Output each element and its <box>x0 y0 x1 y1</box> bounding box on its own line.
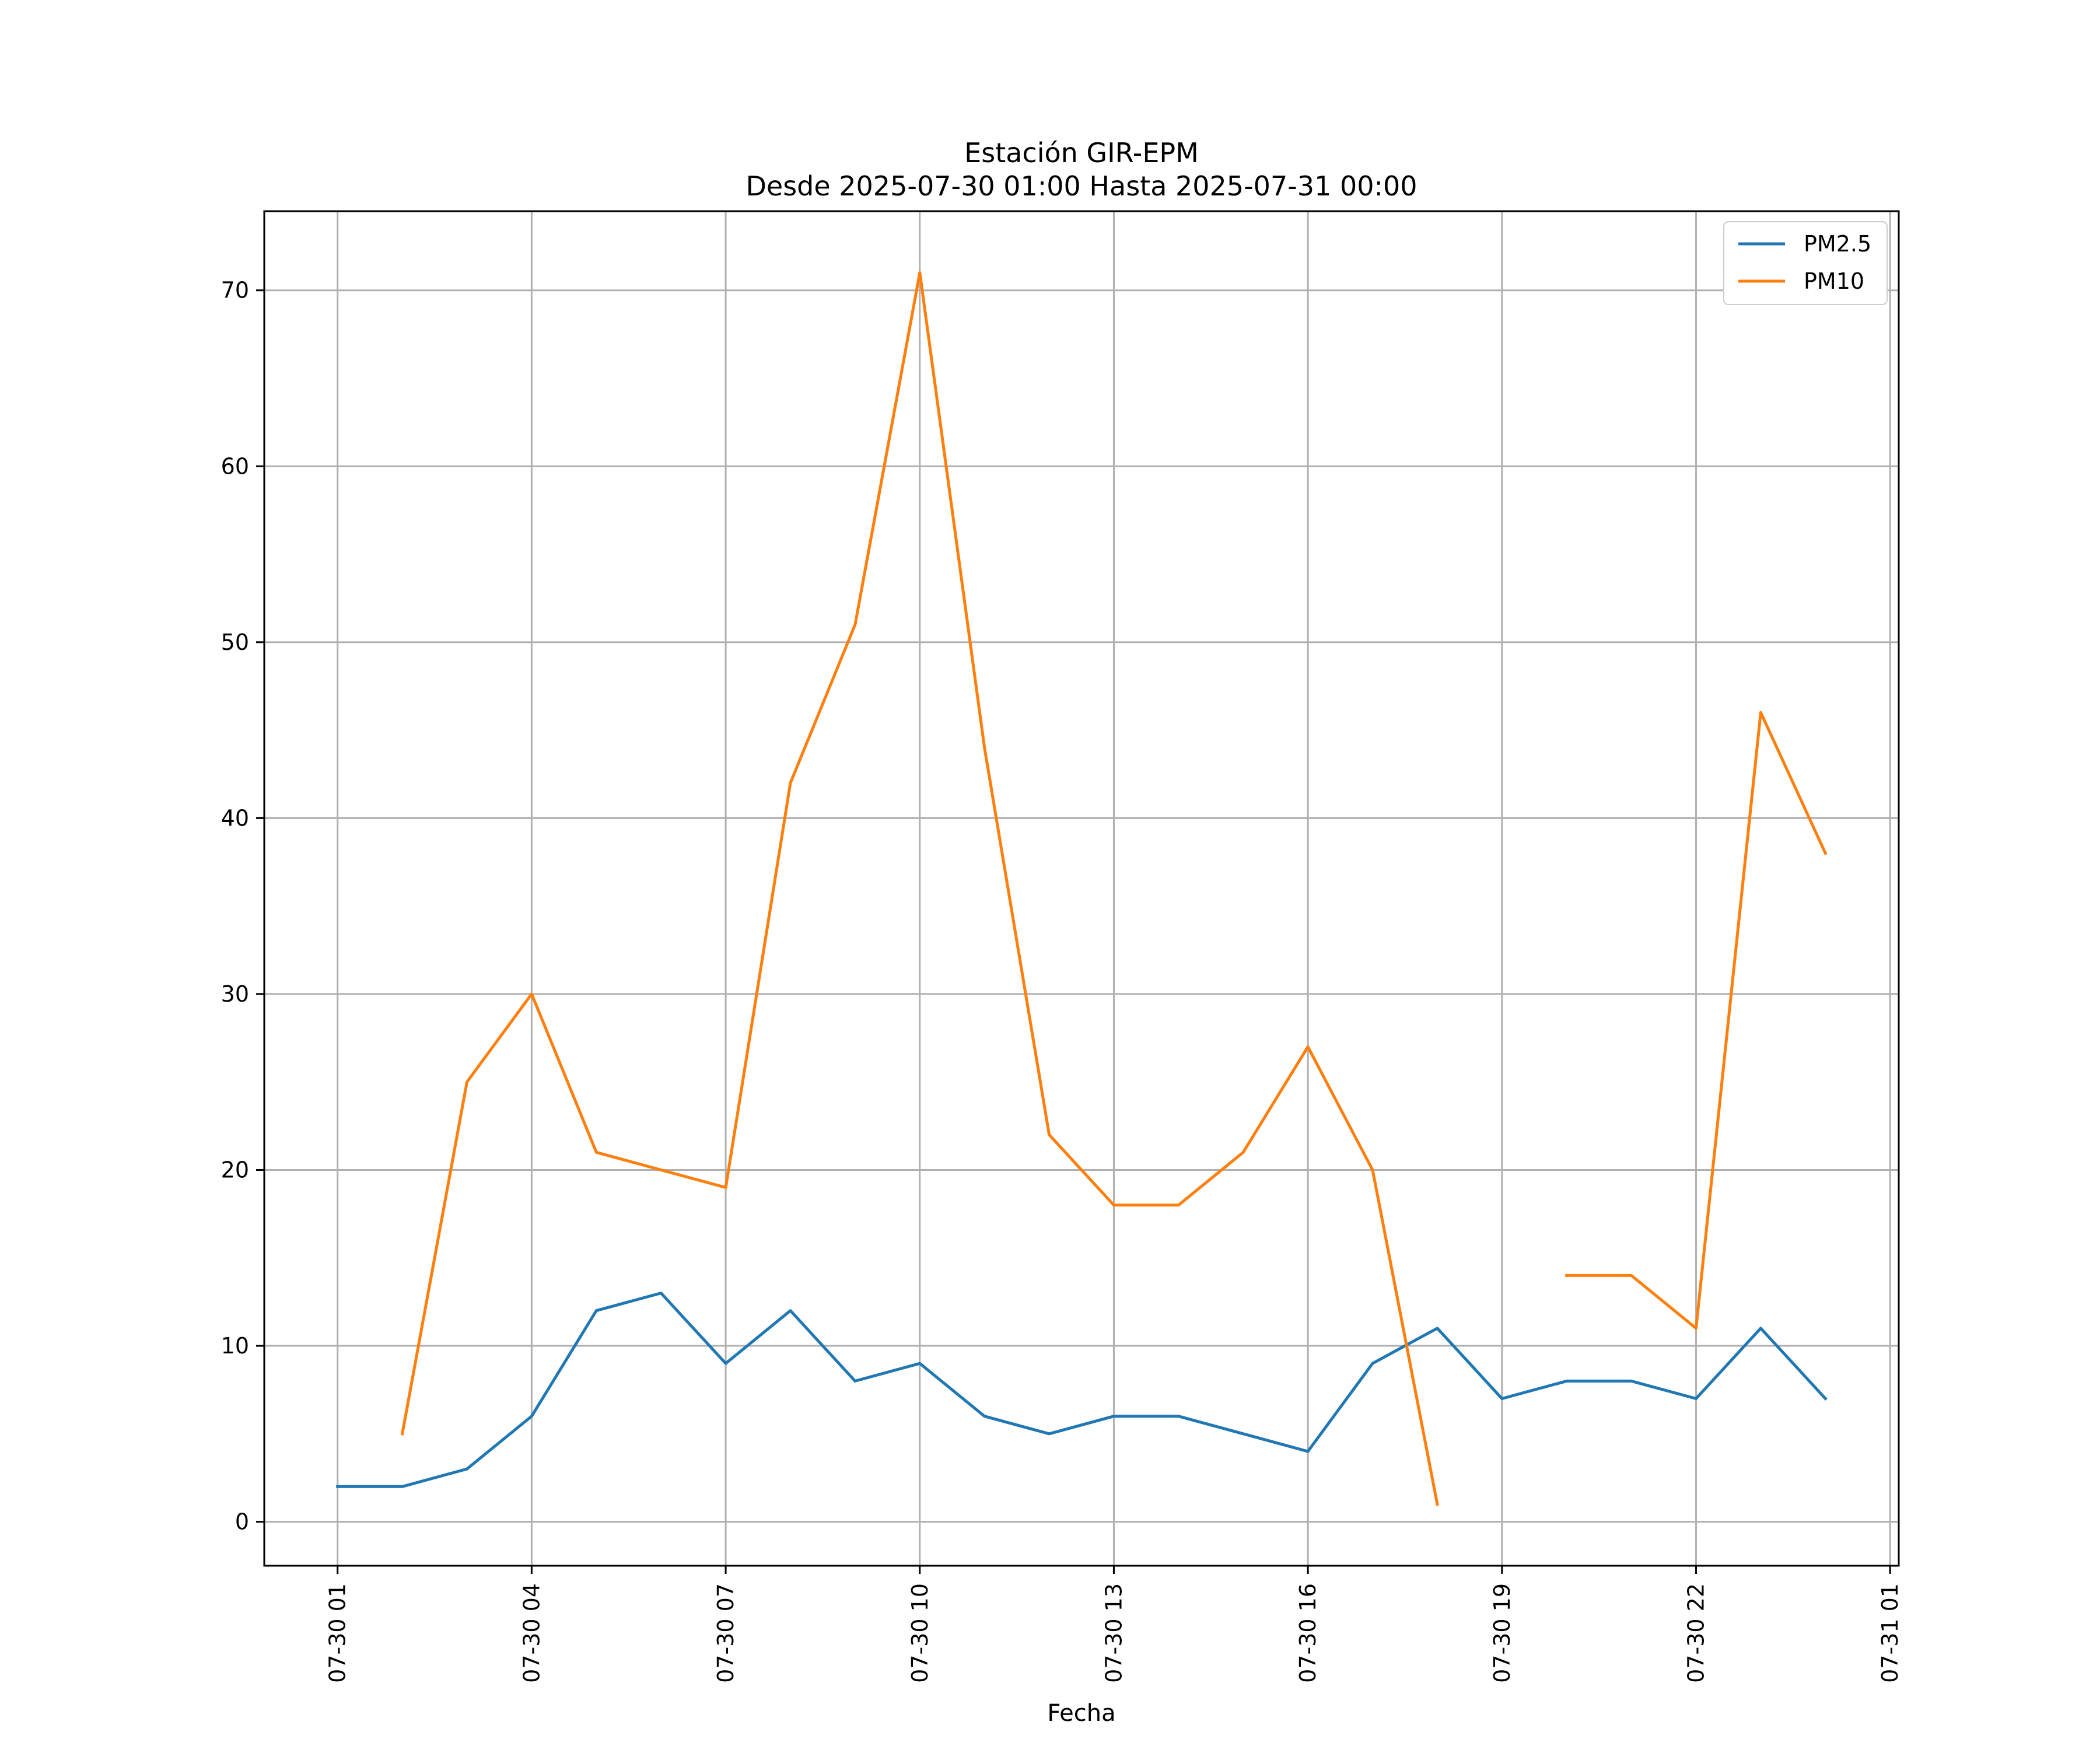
x-tick-label: 07-30 13 <box>1101 1583 1126 1683</box>
x-tick-label: 07-30 19 <box>1489 1583 1515 1683</box>
plot-frame <box>263 210 1900 1567</box>
y-tick-label: 60 <box>221 453 249 479</box>
x-tick-label: 07-30 10 <box>907 1583 933 1683</box>
series-pm25 <box>336 1292 1828 1488</box>
series-pm10 <box>400 271 1828 1506</box>
y-tick-label: 50 <box>221 629 249 655</box>
series-line-pm10 <box>1565 711 1828 1330</box>
y-tick-label: 40 <box>221 805 249 831</box>
chart-title-text: Estación GIR-EPM <box>964 137 1199 169</box>
series-line-pm25 <box>336 1292 1828 1488</box>
x-axis-label: Fecha <box>1047 1700 1115 1727</box>
x-tick-label: 07-30 04 <box>519 1583 544 1683</box>
chart-title: Estación GIR-EPM Desde 2025-07-30 01:00 … <box>746 137 1417 202</box>
x-tick-label: 07-30 16 <box>1295 1583 1321 1683</box>
x-tick-label: 07-30 22 <box>1684 1583 1709 1683</box>
legend-label-pm10: PM10 <box>1804 268 1864 294</box>
y-tick-label: 30 <box>221 981 249 1007</box>
x-tick-label: 07-31 01 <box>1877 1583 1903 1683</box>
legend-label-pm25: PM2.5 <box>1804 231 1871 257</box>
y-tick-label: 70 <box>221 278 249 303</box>
y-tick-label: 10 <box>221 1333 249 1359</box>
x-tick-label: 07-30 01 <box>325 1583 351 1683</box>
x-axis-ticks: 07-30 01 07-30 04 07-30 07 07-30 10 07-30 13… <box>325 1566 1903 1683</box>
series-line-pm10 <box>400 271 1439 1506</box>
y-tick-label: 20 <box>221 1157 249 1182</box>
grid-lines <box>264 211 1899 1566</box>
legend: PM2.5 PM10 <box>1723 221 1888 305</box>
y-tick-label: 0 <box>235 1509 249 1535</box>
y-axis-ticks: 0 10 20 30 40 50 60 70 <box>221 278 264 1535</box>
chart-subtitle-text: Desde 2025-07-30 01:00 Hasta 2025-07-31 … <box>746 170 1417 202</box>
x-tick-label: 07-30 07 <box>713 1583 738 1683</box>
data-series <box>336 271 1828 1506</box>
